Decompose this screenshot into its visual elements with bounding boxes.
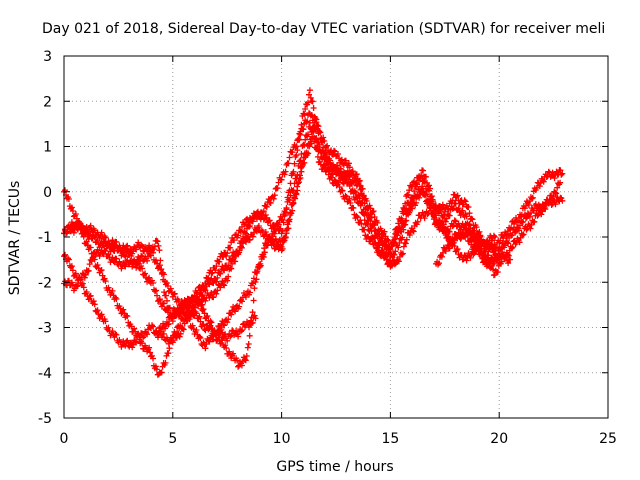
data-points-track-7 [433, 226, 514, 268]
x-tick-label: 10 [273, 431, 291, 447]
y-tick-label: -4 [38, 366, 52, 382]
y-tick-label: 2 [43, 94, 52, 110]
y-tick-label: 1 [43, 140, 52, 156]
data-points-track-1 [61, 87, 503, 378]
y-tick-label: 0 [43, 185, 52, 201]
data-points-track-6 [152, 298, 259, 344]
series-group [61, 87, 566, 378]
x-tick-label: 0 [60, 431, 69, 447]
y-axis-label: SDTVAR / TECUs [7, 181, 23, 296]
series-track-1 [61, 87, 503, 378]
series-track-5 [61, 115, 498, 370]
data-points-track-5 [61, 115, 498, 370]
x-tick-label: 25 [599, 431, 617, 447]
chart-title: Day 021 of 2018, Sidereal Day-to-day VTE… [42, 21, 605, 37]
y-tick-label: -3 [38, 321, 52, 337]
series-track-7 [433, 226, 514, 268]
series-track-6 [152, 298, 259, 344]
y-tick-label: 3 [43, 49, 52, 65]
axes: 0 5 10 15 20 25 -5 -4 -3 -2 -1 0 1 2 3 [38, 49, 617, 447]
x-tick-label: 15 [381, 431, 399, 447]
x-tick-label: 5 [168, 431, 177, 447]
y-tick-label: -2 [38, 275, 52, 291]
y-tick-label: -1 [38, 230, 52, 246]
x-axis-label: GPS time / hours [276, 459, 393, 475]
x-tick-label: 20 [490, 431, 508, 447]
gridlines [64, 56, 608, 418]
y-tick-label: -5 [38, 411, 52, 427]
